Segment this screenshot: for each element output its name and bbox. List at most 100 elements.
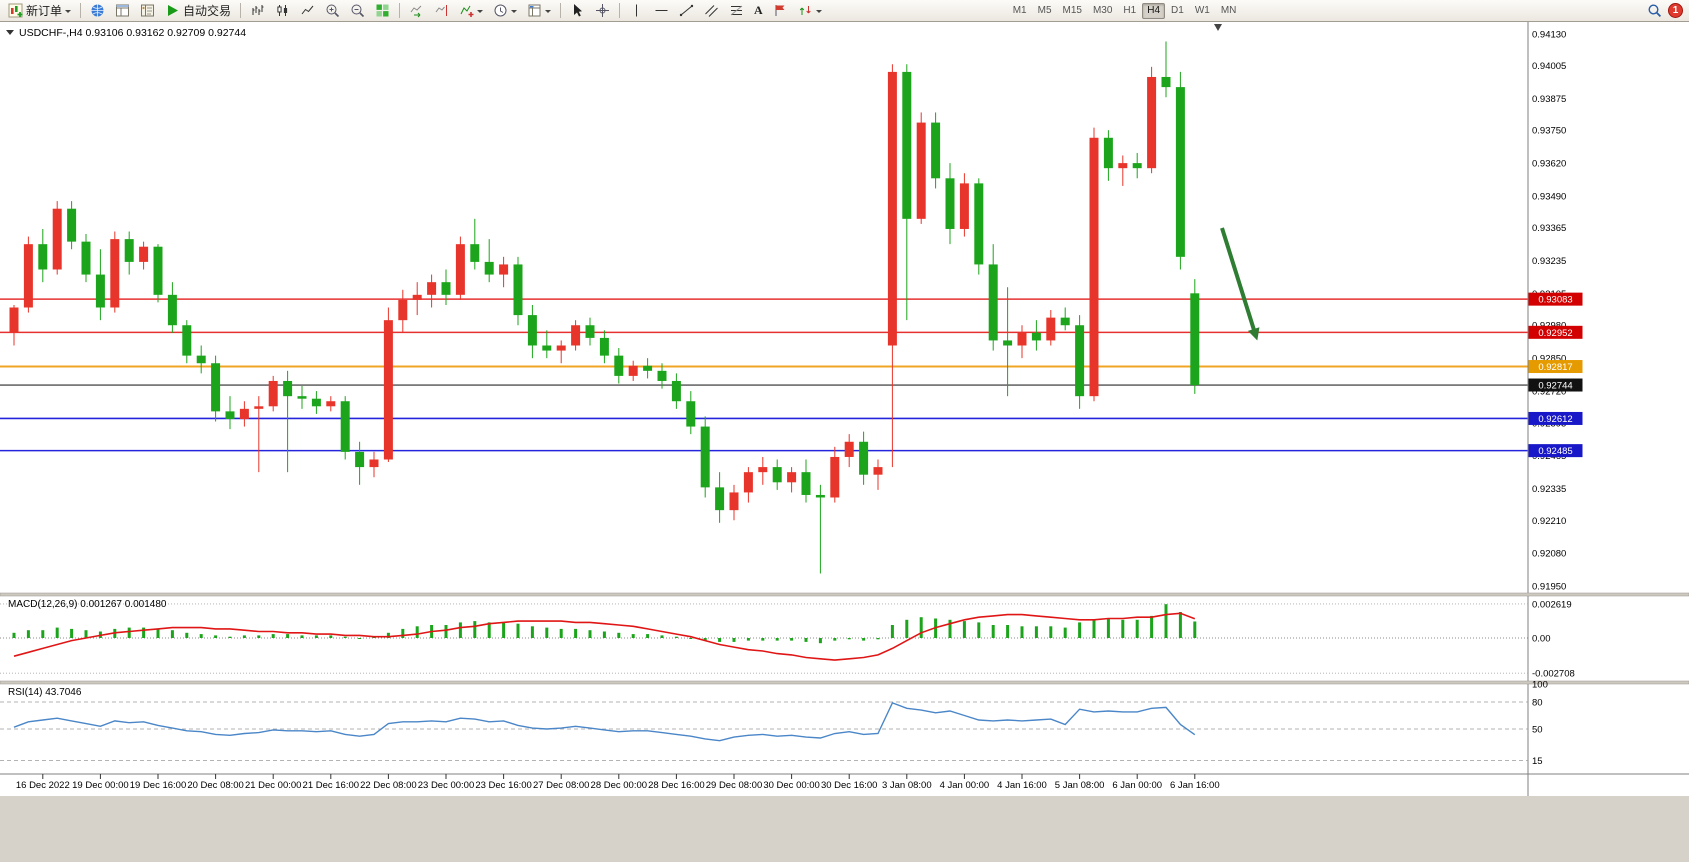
macd-histogram-bar	[257, 635, 261, 638]
horizontal-line-tool-button[interactable]	[650, 0, 673, 21]
arrow-objects-button[interactable]	[794, 0, 826, 21]
candle	[556, 345, 566, 351]
candle	[585, 325, 595, 338]
tab-timeframe-mn[interactable]: MN	[1220, 4, 1237, 16]
tab-timeframe-m5[interactable]: M5	[1037, 4, 1052, 16]
candle	[1118, 163, 1128, 169]
tab-timeframe-m1[interactable]: M1	[1012, 4, 1027, 16]
crosshair-tool-button[interactable]	[591, 0, 614, 21]
zoom-out-button[interactable]	[346, 0, 369, 21]
candle	[614, 355, 624, 376]
bar-chart-button[interactable]	[246, 0, 269, 21]
fibonacci-tool-button[interactable]	[725, 0, 748, 21]
toolbar: 新订单 自动交易	[0, 0, 1689, 22]
search-icon[interactable]	[1647, 3, 1662, 18]
tab-timeframe-h1[interactable]: H1	[1123, 4, 1137, 16]
macd-histogram-bar	[660, 635, 664, 638]
trendline-icon	[679, 4, 694, 17]
time-axis-label: 3 Jan 08:00	[882, 780, 932, 791]
candle	[311, 398, 321, 407]
navigator-button[interactable]	[136, 0, 159, 21]
zoom-out-icon	[351, 4, 365, 18]
price-axis-label: 0.94130	[1532, 29, 1566, 40]
price-axis-label: 0.92210	[1532, 516, 1566, 527]
macd-histogram-bar	[127, 627, 131, 638]
caret-down-icon	[815, 9, 822, 16]
tab-timeframe-m15[interactable]: M15	[1062, 4, 1082, 16]
tab-timeframe-m30[interactable]: M30	[1092, 4, 1113, 16]
macd-histogram-bar	[804, 638, 808, 642]
candle	[297, 396, 307, 399]
cursor-tool-button[interactable]	[566, 0, 589, 21]
macd-histogram-bar	[876, 638, 880, 640]
tile-windows-button[interactable]	[371, 0, 394, 21]
macd-histogram-bar	[185, 632, 189, 638]
zoom-in-button[interactable]	[321, 0, 344, 21]
macd-histogram-bar	[1092, 619, 1096, 638]
price-axis-label: 0.93235	[1532, 256, 1566, 267]
text-label-tool-button[interactable]	[769, 0, 792, 21]
price-axis-label: 0.93620	[1532, 159, 1566, 170]
trendline-tool-button[interactable]	[675, 0, 698, 21]
text-tool-button[interactable]: A	[750, 0, 767, 21]
candle	[902, 71, 912, 219]
auto-scroll-button[interactable]	[405, 0, 428, 21]
macd-histogram-bar	[329, 635, 333, 638]
price-axis-label: 0.93750	[1532, 126, 1566, 137]
macd-histogram-bar	[862, 638, 866, 641]
chart-shift-button[interactable]	[430, 0, 453, 21]
tab-timeframe-w1[interactable]: W1	[1194, 4, 1210, 16]
data-window-button[interactable]	[111, 0, 134, 21]
periods-clock-icon	[494, 4, 507, 17]
macd-histogram-bar	[199, 634, 203, 638]
auto-trading-button[interactable]: 自动交易	[161, 0, 235, 21]
macd-histogram-bar	[1006, 625, 1010, 638]
notification-badge[interactable]: 1	[1668, 3, 1683, 18]
line-chart-button[interactable]	[296, 0, 319, 21]
candle	[801, 472, 811, 495]
candle	[470, 244, 480, 262]
tab-timeframe-h4[interactable]: H4	[1142, 2, 1166, 19]
candlestick-chart-button[interactable]	[271, 0, 294, 21]
chart-area[interactable]: USDCHF-,H4 0.93106 0.93162 0.92709 0.927…	[0, 22, 1689, 862]
chart-shift-icon	[435, 5, 448, 16]
market-watch-button[interactable]	[86, 0, 109, 21]
macd-histogram-bar	[170, 630, 174, 638]
time-axis-label: 27 Dec 08:00	[533, 780, 590, 791]
price-axis-label: 0.93490	[1532, 192, 1566, 203]
chart-shift-marker[interactable]	[1214, 24, 1222, 31]
candle	[686, 401, 696, 427]
candle	[715, 487, 725, 511]
indicators-button[interactable]	[455, 0, 487, 21]
macd-histogram-bar	[358, 638, 362, 639]
candle	[974, 183, 984, 265]
chart-menu-icon[interactable]	[6, 30, 14, 35]
periods-button[interactable]	[489, 0, 521, 21]
templates-button[interactable]	[523, 0, 555, 21]
candle	[959, 183, 969, 229]
macd-histogram-bar	[674, 636, 678, 638]
candle	[758, 467, 768, 473]
macd-histogram-bar	[271, 634, 275, 638]
macd-histogram-bar	[588, 630, 592, 638]
rsi-line	[13, 702, 1196, 742]
arrow-annotation[interactable]	[1220, 227, 1256, 331]
tab-timeframe-d1[interactable]: D1	[1171, 4, 1184, 16]
panel-separator[interactable]	[0, 592, 1689, 597]
new-order-button[interactable]: 新订单	[4, 0, 75, 21]
candle	[787, 472, 797, 483]
panel-separator[interactable]	[0, 680, 1689, 685]
vertical-line-tool-button[interactable]	[625, 0, 648, 21]
candle	[254, 406, 264, 409]
candle	[1003, 340, 1013, 346]
fibonacci-icon	[730, 5, 743, 16]
channel-tool-button[interactable]	[700, 0, 723, 21]
macd-signal-line	[13, 612, 1196, 661]
candle	[1161, 76, 1171, 88]
macd-histogram-bar	[415, 626, 419, 638]
macd-histogram-bar	[314, 635, 318, 638]
candle	[1075, 325, 1085, 397]
arrow-annotation-head	[1247, 327, 1260, 341]
macd-histogram-bar	[919, 617, 923, 638]
candle	[527, 315, 537, 346]
